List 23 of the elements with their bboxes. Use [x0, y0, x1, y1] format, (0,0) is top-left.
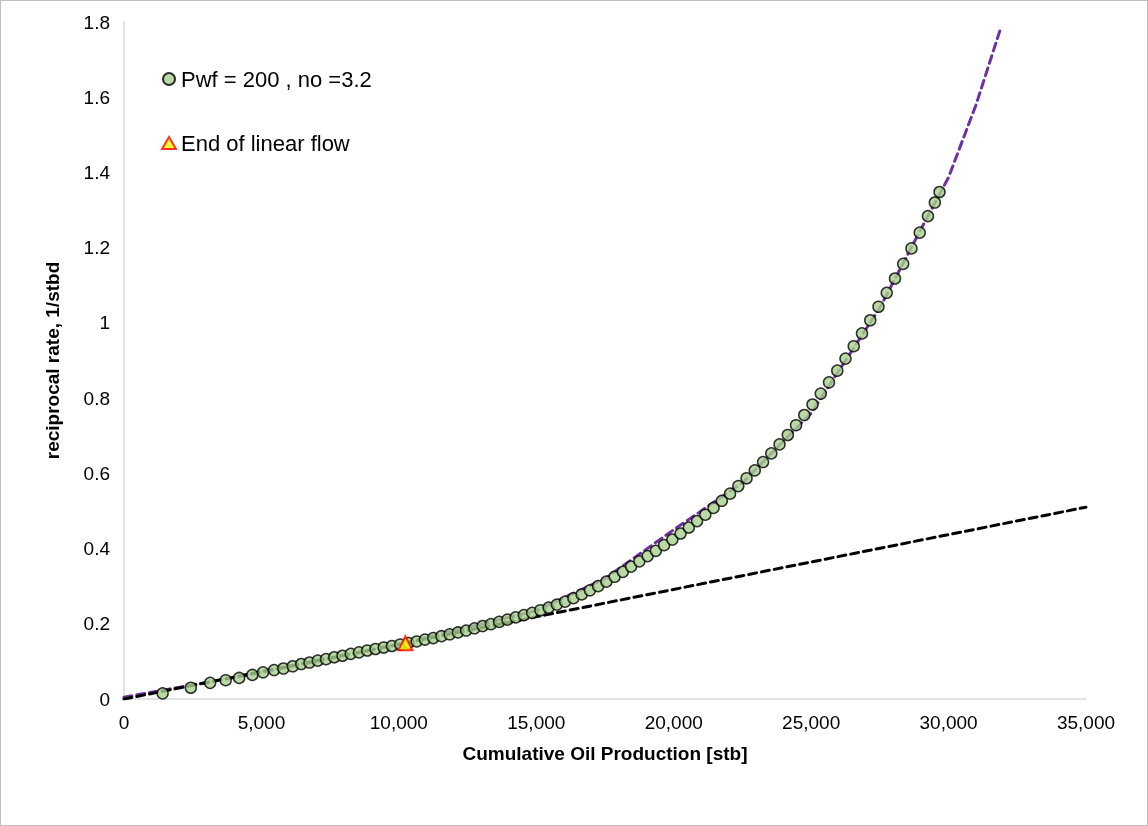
x-tick-label: 25,000: [782, 712, 841, 733]
y-tick-label: 1.2: [83, 237, 110, 259]
x-tick-label: 20,000: [644, 712, 703, 733]
y-tick-label: 1.6: [83, 86, 110, 108]
y-tick-label: 0.6: [83, 462, 110, 484]
x-tick-label: 15,000: [507, 712, 566, 733]
legend-label: End of linear flow: [181, 130, 350, 156]
y-tick-label: 1.4: [83, 161, 111, 183]
x-tick-label: 10,000: [369, 712, 428, 733]
y-tick-label: 1: [99, 312, 110, 334]
x-tick-label: 0: [118, 712, 130, 733]
y-tick-label: 0.4: [83, 538, 111, 560]
y-axis-title: reciprocal rate, 1/stbd: [42, 261, 63, 460]
x-tick-label: 5,000: [237, 712, 286, 733]
line-series: [122, 28, 1002, 699]
x-axis-title: Cumulative Oil Production [stb]: [462, 743, 748, 764]
y-tick-label: 0.2: [83, 613, 110, 635]
legend-label: Pwf = 200 , no =3.2: [181, 66, 372, 92]
y-tick-label: 1.8: [83, 11, 110, 33]
x-tick-label: 30,000: [919, 712, 978, 733]
x-tick-label: 35,000: [1056, 712, 1116, 733]
y-tick-label: 0.8: [83, 387, 110, 409]
y-tick-label: 0: [99, 688, 110, 710]
